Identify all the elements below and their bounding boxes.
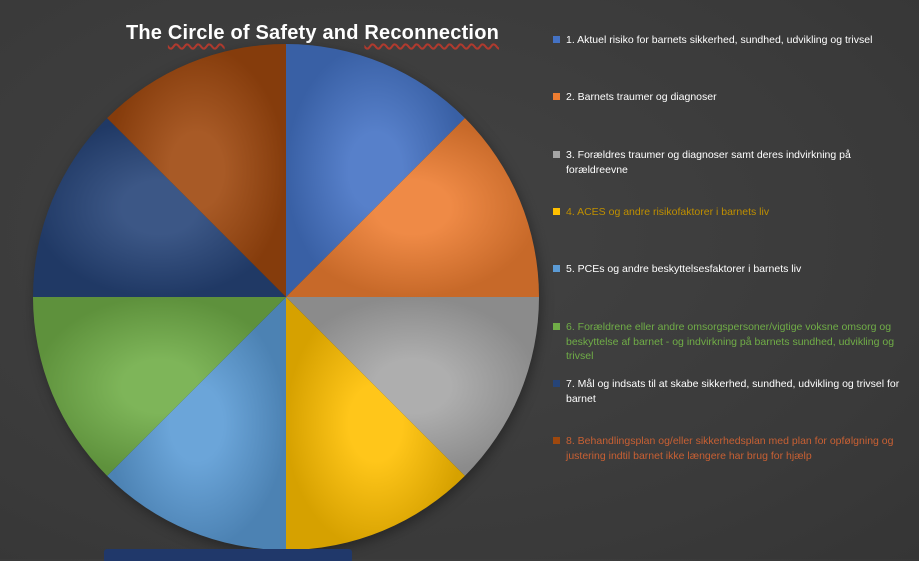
legend-item-3: 3. Forældres traumer og diagnoser samt d…	[553, 148, 909, 177]
pie-slice-3	[286, 297, 539, 476]
pie-slice-6	[32, 297, 286, 476]
legend-item-6: 6. Forældrene eller andre omsorgspersone…	[553, 320, 909, 364]
legend-swatch	[553, 437, 560, 444]
legend-label: 6. Forældrene eller andre omsorgspersone…	[566, 321, 895, 362]
legend-swatch	[553, 323, 560, 330]
chart-title-part1: The	[125, 22, 168, 44]
pie-slice-1	[286, 44, 465, 297]
legend: 1. Aktuel risiko for barnets sikkerhed, …	[553, 33, 915, 553]
chart-title-part3: of Safety and	[224, 22, 365, 44]
legend-label: 5. PCEs og andre beskyttelsesfaktorer i …	[566, 263, 802, 275]
legend-swatch	[553, 93, 560, 100]
legend-item-5: 5. PCEs og andre beskyttelsesfaktorer i …	[553, 262, 909, 277]
legend-label: 3. Forældres traumer og diagnoser samt d…	[566, 149, 851, 176]
pie-slice-7	[33, 118, 286, 297]
legend-swatch	[553, 265, 560, 272]
legend-item-4: 4. ACES og andre risikofaktorer i barnet…	[553, 205, 909, 220]
legend-label: 2. Barnets traumer og diagnoser	[566, 91, 717, 103]
pie-slice-4	[286, 297, 465, 550]
chart-title-part2-spellchecked: Circle	[167, 22, 225, 44]
legend-item-1: 1. Aktuel risiko for barnets sikkerhed, …	[553, 33, 909, 48]
legend-label: 4. ACES og andre risikofaktorer i barnet…	[566, 206, 770, 218]
legend-swatch	[553, 208, 560, 215]
pie-slice-8	[107, 44, 286, 297]
legend-item-7: 7. Mål og indsats til at skabe sikkerhed…	[553, 377, 909, 406]
legend-swatch	[553, 36, 560, 43]
legend-label: 8. Behandlingsplan og/eller sikkerhedspl…	[566, 435, 894, 462]
chart-title: The Circle of Safety and Reconnection	[60, 21, 565, 46]
legend-item-2: 2. Barnets traumer og diagnoser	[553, 90, 909, 105]
pie-chart	[30, 41, 542, 553]
legend-swatch	[553, 380, 560, 387]
legend-label: 7. Mål og indsats til at skabe sikkerhed…	[566, 378, 900, 405]
legend-item-8: 8. Behandlingsplan og/eller sikkerhedspl…	[553, 434, 909, 463]
pie-slice-5	[107, 297, 286, 550]
legend-label: 1. Aktuel risiko for barnets sikkerhed, …	[566, 34, 873, 46]
legend-swatch	[553, 151, 560, 158]
pie-slice-2	[286, 118, 539, 297]
pie-svg	[32, 44, 539, 550]
bottom-bar	[104, 549, 352, 561]
chart-title-part4-spellchecked: Reconnection	[364, 22, 500, 44]
